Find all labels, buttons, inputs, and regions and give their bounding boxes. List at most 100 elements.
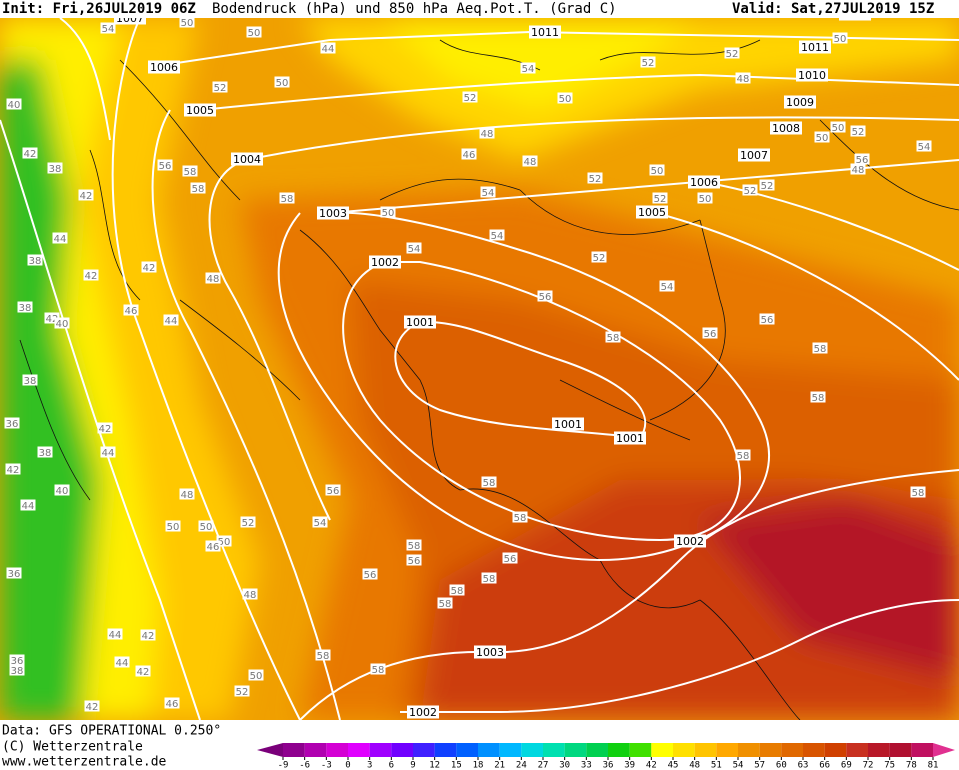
theta-label: 58 <box>184 167 197 178</box>
theta-label: 56 <box>856 155 869 166</box>
theta-label-box <box>78 189 94 201</box>
isobar-label: 1008 <box>772 122 800 135</box>
colorbar-tick-label: 39 <box>624 761 635 770</box>
theta-label: 58 <box>812 393 825 404</box>
theta-label-box <box>481 572 497 584</box>
theta-label: 54 <box>918 142 931 153</box>
colorbar-arrow <box>933 743 955 757</box>
theta-label: 48 <box>181 490 194 501</box>
theta-label: 54 <box>314 518 327 529</box>
isobar-label: 1005 <box>186 104 214 117</box>
theta-label-box <box>812 342 828 354</box>
theta-label-box <box>832 32 848 44</box>
theta-label-box <box>652 192 668 204</box>
colorbar-box <box>716 743 738 757</box>
colorbar-box <box>326 743 348 757</box>
theta-label-box <box>810 391 826 403</box>
theta-label-box <box>735 72 751 84</box>
theta-label: 56 <box>159 161 172 172</box>
theta-label-box <box>54 484 70 496</box>
valid-time: Valid: Sat,27JUL2019 15Z <box>732 1 934 17</box>
colorbar-tick-label: 60 <box>776 761 787 770</box>
theta-label: 40 <box>56 486 69 497</box>
theta-label: 58 <box>737 451 750 462</box>
isobar-label-box <box>614 431 646 445</box>
theta-label: 48 <box>524 157 537 168</box>
colorbar-box <box>911 743 933 757</box>
colorbar-box <box>889 743 912 757</box>
isobar-label: 1003 <box>319 207 347 220</box>
theta-label: 58 <box>912 488 925 499</box>
colorbar-tick-label: -6 <box>299 761 310 770</box>
theta-label: 42 <box>85 271 98 282</box>
colorbar-tick-label: 18 <box>473 761 484 770</box>
theta-label-box <box>850 163 866 175</box>
theta-label: 42 <box>137 667 150 678</box>
isobar-label: 1006 <box>690 176 718 189</box>
colorbar-box <box>586 743 608 757</box>
isobar-label-box <box>770 121 802 135</box>
theta-label-box <box>179 16 195 28</box>
colorbar-box <box>283 743 305 757</box>
isobar-label: 1004 <box>233 153 261 166</box>
theta-label-box <box>702 327 718 339</box>
theta-label-box <box>537 290 553 302</box>
theta-label: 52 <box>642 58 655 69</box>
colorbar-box <box>824 743 847 757</box>
theta-label-box <box>83 269 99 281</box>
theta-label-box <box>370 663 386 675</box>
theta-label-box <box>910 486 926 498</box>
theta-label-box <box>100 446 116 458</box>
theta-label-box <box>216 535 232 547</box>
theta-label-box <box>190 182 206 194</box>
theta-label: 38 <box>11 666 24 677</box>
theta-label: 50 <box>382 208 395 219</box>
isobar-label-box <box>317 206 349 220</box>
theta-label-box <box>522 155 538 167</box>
theta-label: 52 <box>464 93 477 104</box>
theta-label-box <box>916 140 932 152</box>
isobar-label-box <box>799 40 831 54</box>
theta-label-box <box>242 588 258 600</box>
colorbar-tick-label: 81 <box>928 761 939 770</box>
theta-label-box <box>312 516 328 528</box>
theta-label: 58 <box>408 541 421 552</box>
theta-label-box <box>850 125 866 137</box>
theta-label-box <box>163 314 179 326</box>
theta-label: 56 <box>504 554 517 565</box>
theta-label: 50 <box>218 537 231 548</box>
theta-label-box <box>854 153 870 165</box>
theta-label: 36 <box>11 656 24 667</box>
theta-label-box <box>198 520 214 532</box>
theta-label: 58 <box>607 333 620 344</box>
theta-label: 50 <box>834 34 847 45</box>
colorbar-box <box>738 743 760 757</box>
colorbar-tick-label: -9 <box>278 761 289 770</box>
theta-label: 58 <box>192 184 205 195</box>
theta-label-box <box>205 272 221 284</box>
colorbar-tick-label: 45 <box>668 761 679 770</box>
colorbar-tick-label: 12 <box>429 761 440 770</box>
theta-label-box <box>406 554 422 566</box>
colorbar-tick-label: 54 <box>733 761 744 770</box>
colorbar-tick-label: 21 <box>494 761 505 770</box>
theta-label: 58 <box>372 665 385 676</box>
theta-label: 44 <box>322 44 335 55</box>
colorbar-box <box>651 743 673 757</box>
theta-label-box <box>182 165 198 177</box>
theta-label-box <box>437 597 453 609</box>
theta-label-box <box>640 56 656 68</box>
init-time: Init: Fri,26JUL2019 06Z <box>2 1 196 17</box>
colorbar-tick-label: 42 <box>646 761 657 770</box>
theta-label: 54 <box>482 188 495 199</box>
theta-label: 38 <box>29 256 42 267</box>
colorbar-box <box>543 743 565 757</box>
colorbar-box <box>803 743 825 757</box>
colorbar-tick-label: 9 <box>410 761 415 770</box>
map-title: Bodendruck (hPa) und 850 hPa Aeq.Pot.T. … <box>212 1 617 17</box>
colorbar-arrow <box>257 743 283 757</box>
theta-label-box <box>659 280 675 292</box>
isobar-label: 1001 <box>616 432 644 445</box>
isobar-label: 1002 <box>409 706 437 719</box>
theta-label-box <box>481 476 497 488</box>
